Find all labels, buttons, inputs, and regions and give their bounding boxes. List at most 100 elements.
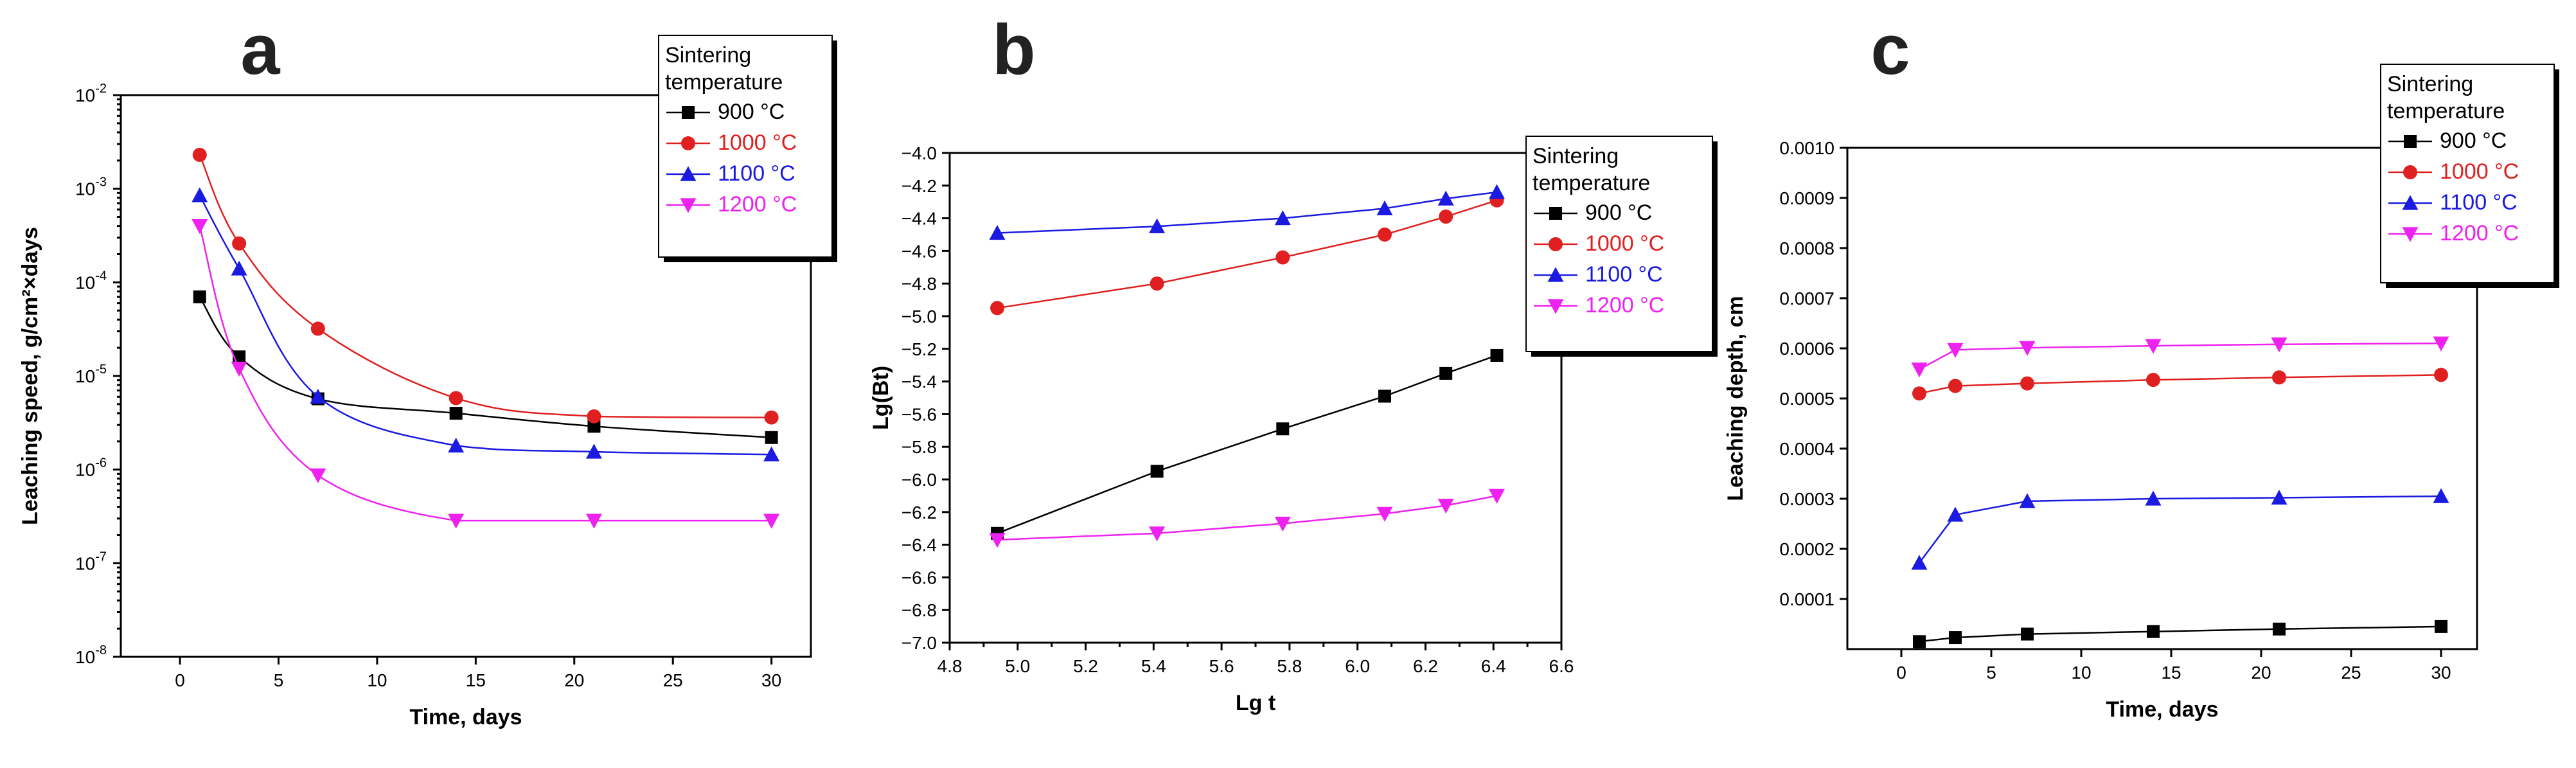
x-tick-label: 6.2 (1413, 656, 1438, 676)
series-0 (1913, 620, 2447, 648)
legend: Sintering temperature 900 °C 1000 °C 1100 °C… (658, 35, 837, 262)
y-tick-label: −7.0 (902, 633, 937, 653)
data-point (1490, 348, 1504, 362)
series-2 (191, 187, 780, 461)
y-tick-label: −5.4 (902, 372, 937, 392)
y-tick-label: 0.0007 (1779, 289, 1834, 308)
x-tick-label: 4.8 (937, 656, 963, 676)
data-point (449, 391, 463, 406)
panel-label: b (992, 10, 1035, 89)
data-point (1377, 228, 1392, 242)
data-point (1149, 218, 1166, 233)
x-tick-label: 20 (564, 670, 584, 690)
x-tick-label: 5 (1986, 663, 1996, 683)
y-tick-label: −5.8 (902, 437, 937, 457)
data-point (989, 224, 1006, 240)
y-tick-label: −4.0 (902, 143, 937, 163)
legend-marker (1549, 207, 1562, 220)
data-point (764, 410, 779, 425)
y-tick-label: 0.0003 (1779, 489, 1834, 509)
data-point (2433, 336, 2449, 352)
x-tick-label: 5 (274, 670, 284, 690)
x-tick-label: 5.6 (1209, 656, 1234, 676)
y-axis-label: Lg(Bt) (869, 366, 893, 430)
y-tick-label: −6.2 (902, 503, 937, 522)
y-tick-label: 0.0008 (1779, 238, 1834, 258)
y-axis-label: Leaching speed, g/cm²×days (18, 227, 42, 525)
legend-marker (2402, 227, 2419, 242)
data-point (1149, 526, 1166, 542)
data-point (1439, 210, 1453, 224)
data-point (1437, 499, 1454, 514)
legend-label: 1100 °C (718, 161, 795, 186)
x-tick-label: 25 (663, 670, 683, 690)
data-point (2020, 376, 2034, 391)
series-2 (1911, 488, 2449, 570)
legend-title: Sintering (1532, 144, 1619, 168)
series-1 (192, 147, 779, 425)
data-point (1948, 379, 1962, 393)
y-tick-label: 10-5 (75, 362, 107, 386)
y-tick-label: −6.0 (902, 470, 937, 490)
x-tick-label: 5.0 (1005, 656, 1030, 676)
series-2 (989, 184, 1506, 240)
series-line (199, 226, 772, 522)
y-axis: 0.0001 0.0002 0.0003 0.0004 0.0005 0.0006 0.00… (1723, 138, 1847, 609)
series-1 (1912, 368, 2448, 401)
data-point (2146, 373, 2160, 388)
data-point (1489, 184, 1506, 199)
y-tick-label: 10-4 (75, 269, 107, 292)
series-line (997, 354, 1497, 534)
y-tick-label: −5.2 (902, 339, 937, 359)
series-3 (191, 219, 780, 529)
legend-title: temperature (2387, 99, 2505, 123)
data-point (310, 468, 326, 483)
data-point (1913, 635, 1926, 648)
x-tick-label: 30 (2431, 663, 2451, 683)
data-point (2145, 339, 2162, 354)
x-tick-label: 5.4 (1141, 656, 1166, 676)
series-line (1919, 342, 2442, 370)
legend-label: 1200 °C (2440, 221, 2519, 246)
x-axis-label: Time, days (2106, 697, 2218, 722)
data-point (232, 236, 247, 251)
data-point (990, 301, 1005, 316)
x-axis: 0 5 10 15 20 25 30 Time, days (175, 657, 781, 729)
data-point (587, 420, 601, 433)
x-tick-label: 6.6 (1549, 656, 1574, 676)
y-tick-label: 0.0002 (1779, 539, 1834, 559)
legend-marker (682, 106, 695, 119)
y-tick-label: −6.8 (902, 600, 937, 620)
data-point (1947, 343, 1964, 358)
y-tick-label: 0.0006 (1779, 339, 1834, 359)
data-point (1150, 276, 1164, 291)
legend-label: 1100 °C (1585, 262, 1663, 287)
y-tick-label: 10-3 (75, 175, 107, 199)
data-point (2434, 368, 2448, 382)
x-tick-label: 10 (2071, 663, 2091, 683)
legend-title: temperature (665, 70, 783, 94)
data-point (765, 431, 778, 444)
y-tick-label: −5.0 (902, 307, 937, 326)
data-point (1911, 555, 1928, 570)
legend-marker (680, 166, 697, 181)
chart-panel-b: b4.8 5.0 5.2 5.4 5.6 5.8 6.0 6.2 6.4 6.6Lg t−7.0−… (869, 10, 1718, 715)
legend-marker (680, 198, 697, 213)
data-point (231, 361, 247, 377)
legend-label: 1100 °C (2440, 190, 2518, 215)
x-axis: 4.8 5.0 5.2 5.4 5.6 5.8 6.0 6.2 6.4 6.6 Lg t (937, 643, 1574, 715)
data-point (2273, 622, 2286, 636)
x-tick-label: 0 (175, 670, 185, 690)
x-tick-label: 10 (367, 670, 387, 690)
series-line (1919, 625, 2442, 643)
data-point (191, 187, 208, 202)
y-tick-label: 0.0005 (1779, 389, 1834, 409)
data-point (448, 513, 465, 529)
x-tick-label: 0 (1896, 663, 1906, 683)
data-point (763, 513, 780, 529)
legend: Sintering temperature 900 °C 1000 °C 1100 °C… (2380, 64, 2559, 288)
x-tick-label: 20 (2251, 663, 2271, 683)
x-tick-label: 6.0 (1345, 656, 1370, 676)
